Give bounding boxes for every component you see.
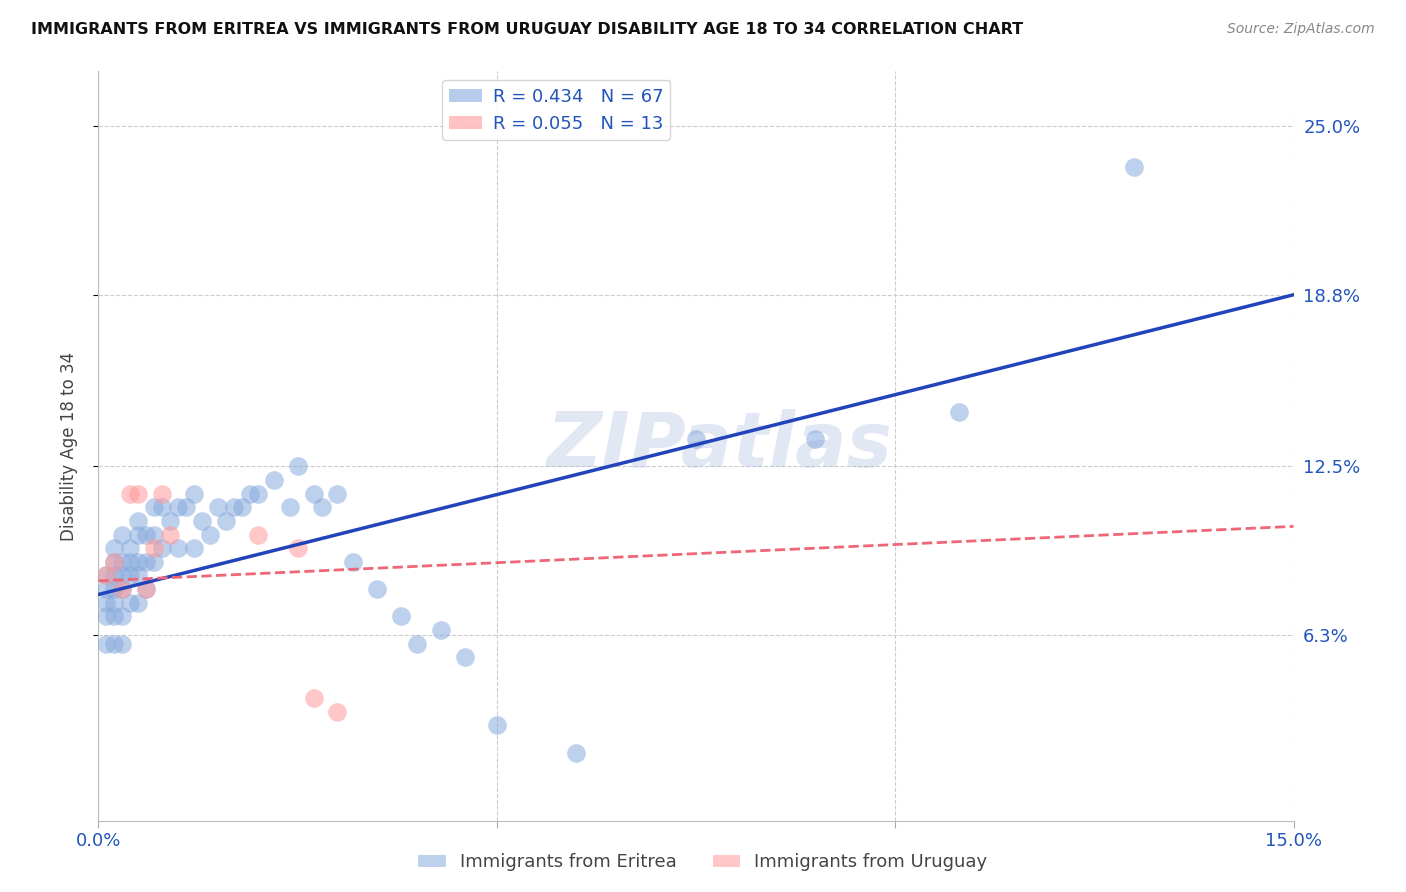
Point (111, 527, 134, 541)
Point (135, 555, 157, 569)
Point (96, 568, 118, 582)
Point (246, 527, 269, 541)
Point (103, 555, 125, 569)
Point (287, 459, 309, 474)
Point (111, 555, 134, 569)
Legend: R = 0.434   N = 67, R = 0.055   N = 13: R = 0.434 N = 67, R = 0.055 N = 13 (441, 80, 671, 140)
Point (278, 500, 301, 515)
Point (174, 500, 197, 515)
Point (485, 718, 508, 732)
Point (183, 541, 205, 556)
Point (96, 596, 118, 610)
Point (1123, 160, 1146, 174)
Legend: Immigrants from Eritrea, Immigrants from Uruguay: Immigrants from Eritrea, Immigrants from… (412, 847, 994, 879)
Point (685, 432, 707, 446)
Point (103, 541, 125, 556)
Point (167, 541, 190, 556)
Point (948, 405, 970, 419)
Point (120, 555, 142, 569)
Point (120, 486, 142, 500)
Point (103, 609, 125, 624)
Point (103, 582, 125, 596)
Point (111, 582, 134, 596)
Point (167, 500, 190, 515)
Point (96, 609, 118, 624)
Point (215, 514, 238, 528)
Y-axis label: Disability Age 18 to 34: Disability Age 18 to 34 (59, 351, 77, 541)
Text: Source: ZipAtlas.com: Source: ZipAtlas.com (1227, 22, 1375, 37)
Point (287, 541, 309, 556)
Point (430, 623, 453, 637)
Point (302, 486, 325, 500)
Point (143, 500, 166, 515)
Point (804, 432, 827, 446)
Point (96, 582, 118, 596)
Point (565, 746, 588, 760)
Point (159, 514, 181, 528)
Point (326, 705, 349, 719)
Point (183, 486, 205, 500)
Point (222, 500, 245, 515)
Point (231, 500, 253, 515)
Point (326, 486, 349, 500)
Point (135, 582, 157, 596)
Point (150, 486, 173, 500)
Point (143, 527, 166, 541)
Point (127, 527, 149, 541)
Point (311, 500, 333, 515)
Point (103, 596, 125, 610)
Point (454, 650, 477, 665)
Point (135, 527, 157, 541)
Point (239, 486, 262, 500)
Point (207, 500, 229, 515)
Point (150, 541, 173, 556)
Point (103, 568, 125, 582)
Point (96, 636, 118, 650)
Point (111, 582, 134, 596)
Point (111, 636, 134, 650)
Point (406, 636, 429, 650)
Point (342, 555, 364, 569)
Point (111, 568, 134, 582)
Text: ZIPatlas: ZIPatlas (547, 409, 893, 483)
Point (263, 473, 285, 487)
Point (120, 541, 142, 556)
Point (143, 541, 166, 556)
Point (127, 596, 149, 610)
Point (302, 691, 325, 706)
Point (150, 500, 173, 515)
Point (120, 596, 142, 610)
Point (111, 609, 134, 624)
Text: IMMIGRANTS FROM ERITREA VS IMMIGRANTS FROM URUGUAY DISABILITY AGE 18 TO 34 CORRE: IMMIGRANTS FROM ERITREA VS IMMIGRANTS FR… (31, 22, 1024, 37)
Point (103, 555, 125, 569)
Point (143, 555, 166, 569)
Point (120, 568, 142, 582)
Point (389, 609, 412, 624)
Point (103, 636, 125, 650)
Point (191, 514, 214, 528)
Point (127, 568, 149, 582)
Point (159, 527, 181, 541)
Point (135, 582, 157, 596)
Point (127, 486, 149, 500)
Point (366, 582, 388, 596)
Point (127, 514, 149, 528)
Point (127, 555, 149, 569)
Point (246, 486, 269, 500)
Point (198, 527, 221, 541)
Point (96, 568, 118, 582)
